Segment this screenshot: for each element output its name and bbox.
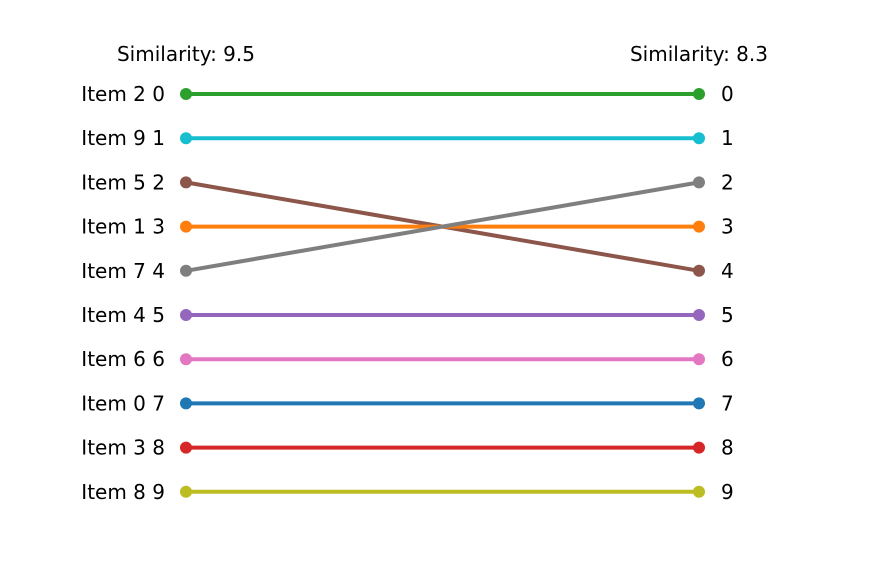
left-tick-label-7: Item 0 7	[81, 391, 165, 415]
right-tick-label-0: 0	[721, 82, 734, 106]
right-column-header: Similarity: 8.3	[630, 42, 768, 66]
rank-markers	[180, 88, 705, 498]
left-tick-label-8: Item 3 8	[81, 436, 165, 460]
left-marker-4	[180, 264, 192, 277]
right-marker-0	[693, 88, 705, 100]
left-tick-label-9: Item 8 9	[81, 480, 165, 504]
right-tick-label-6: 6	[721, 347, 734, 371]
left-marker-9	[180, 485, 192, 498]
left-marker-2	[180, 176, 192, 189]
left-marker-6	[180, 353, 192, 366]
right-tick-label-8: 8	[721, 436, 734, 460]
left-column-header: Similarity: 9.5	[117, 42, 255, 66]
left-tick-label-0: Item 2 0	[81, 82, 165, 106]
right-tick-label-5: 5	[721, 303, 734, 327]
right-marker-5	[693, 309, 705, 321]
left-marker-1	[180, 132, 192, 145]
left-marker-7	[180, 397, 192, 410]
right-marker-2	[693, 264, 705, 277]
right-marker-6	[693, 353, 705, 366]
right-tick-label-1: 1	[721, 126, 734, 150]
left-tick-label-3: Item 1 3	[81, 215, 165, 239]
right-marker-8	[693, 441, 705, 454]
right-tick-label-9: 9	[721, 480, 734, 504]
left-tick-label-5: Item 4 5	[81, 303, 165, 327]
left-marker-3	[180, 220, 192, 233]
left-marker-8	[180, 441, 192, 454]
series-line-4	[185, 180, 700, 273]
connection-lines	[185, 92, 700, 494]
left-tick-label-1: Item 9 1	[81, 126, 165, 150]
right-marker-3	[693, 220, 705, 233]
right-tick-label-3: 3	[721, 215, 734, 239]
right-tick-label-2: 2	[721, 170, 734, 194]
left-marker-5	[180, 309, 192, 321]
right-tick-label-7: 7	[721, 391, 734, 415]
left-tick-label-6: Item 6 6	[81, 347, 165, 371]
right-tick-label-4: 4	[721, 259, 734, 283]
left-tick-label-4: Item 7 4	[81, 259, 165, 283]
right-marker-9	[693, 485, 705, 498]
left-marker-0	[180, 88, 192, 100]
right-marker-4	[693, 176, 705, 189]
right-marker-7	[693, 397, 705, 410]
left-tick-label-2: Item 5 2	[81, 170, 165, 194]
rank-labels: Item 2 0 Item 9 1 Item 5 2 Item 1 3 Item 7 4…	[81, 82, 733, 504]
right-marker-1	[693, 132, 705, 145]
